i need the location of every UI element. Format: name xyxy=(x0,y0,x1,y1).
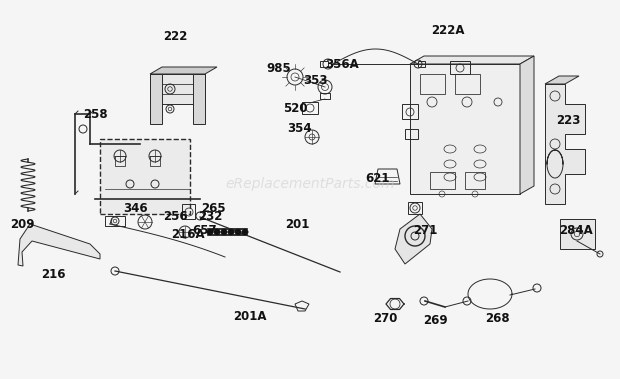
Polygon shape xyxy=(545,76,579,84)
Text: 270: 270 xyxy=(373,313,397,326)
Text: 621: 621 xyxy=(366,172,390,185)
Text: 657: 657 xyxy=(193,224,218,238)
Bar xyxy=(418,61,425,67)
Polygon shape xyxy=(560,219,595,249)
Polygon shape xyxy=(410,56,534,64)
Bar xyxy=(320,61,328,67)
Polygon shape xyxy=(193,74,205,124)
Text: 356A: 356A xyxy=(325,58,359,72)
Text: 269: 269 xyxy=(423,315,447,327)
Polygon shape xyxy=(395,214,432,264)
Polygon shape xyxy=(150,74,205,104)
Polygon shape xyxy=(545,84,585,204)
Polygon shape xyxy=(100,139,190,214)
Ellipse shape xyxy=(228,229,234,235)
Text: 223: 223 xyxy=(556,114,580,127)
Polygon shape xyxy=(18,224,100,266)
Ellipse shape xyxy=(221,229,227,235)
Text: 268: 268 xyxy=(485,313,509,326)
Text: 201: 201 xyxy=(285,218,309,230)
Text: 222A: 222A xyxy=(432,23,465,36)
Polygon shape xyxy=(520,56,534,194)
Text: 353: 353 xyxy=(303,75,327,88)
Text: 256: 256 xyxy=(162,210,187,222)
Text: 222: 222 xyxy=(163,30,187,44)
Text: 209: 209 xyxy=(10,218,34,230)
Text: 346: 346 xyxy=(123,202,148,216)
Ellipse shape xyxy=(235,229,241,235)
Text: 271: 271 xyxy=(413,224,437,238)
Text: 201A: 201A xyxy=(233,310,267,324)
Text: 985: 985 xyxy=(267,63,291,75)
Text: 284A: 284A xyxy=(559,224,593,238)
Ellipse shape xyxy=(214,229,220,235)
Polygon shape xyxy=(150,67,217,74)
Ellipse shape xyxy=(242,229,248,235)
Text: eReplacementParts.com: eReplacementParts.com xyxy=(225,177,395,191)
Text: 265: 265 xyxy=(201,202,225,216)
Ellipse shape xyxy=(207,229,213,235)
Text: 520: 520 xyxy=(283,102,308,114)
Text: 354: 354 xyxy=(288,122,312,136)
Text: 258: 258 xyxy=(82,108,107,121)
Polygon shape xyxy=(410,64,520,194)
Text: 232: 232 xyxy=(198,210,222,222)
Polygon shape xyxy=(150,74,162,124)
Text: 216A: 216A xyxy=(171,227,205,241)
Text: 216: 216 xyxy=(41,268,65,280)
